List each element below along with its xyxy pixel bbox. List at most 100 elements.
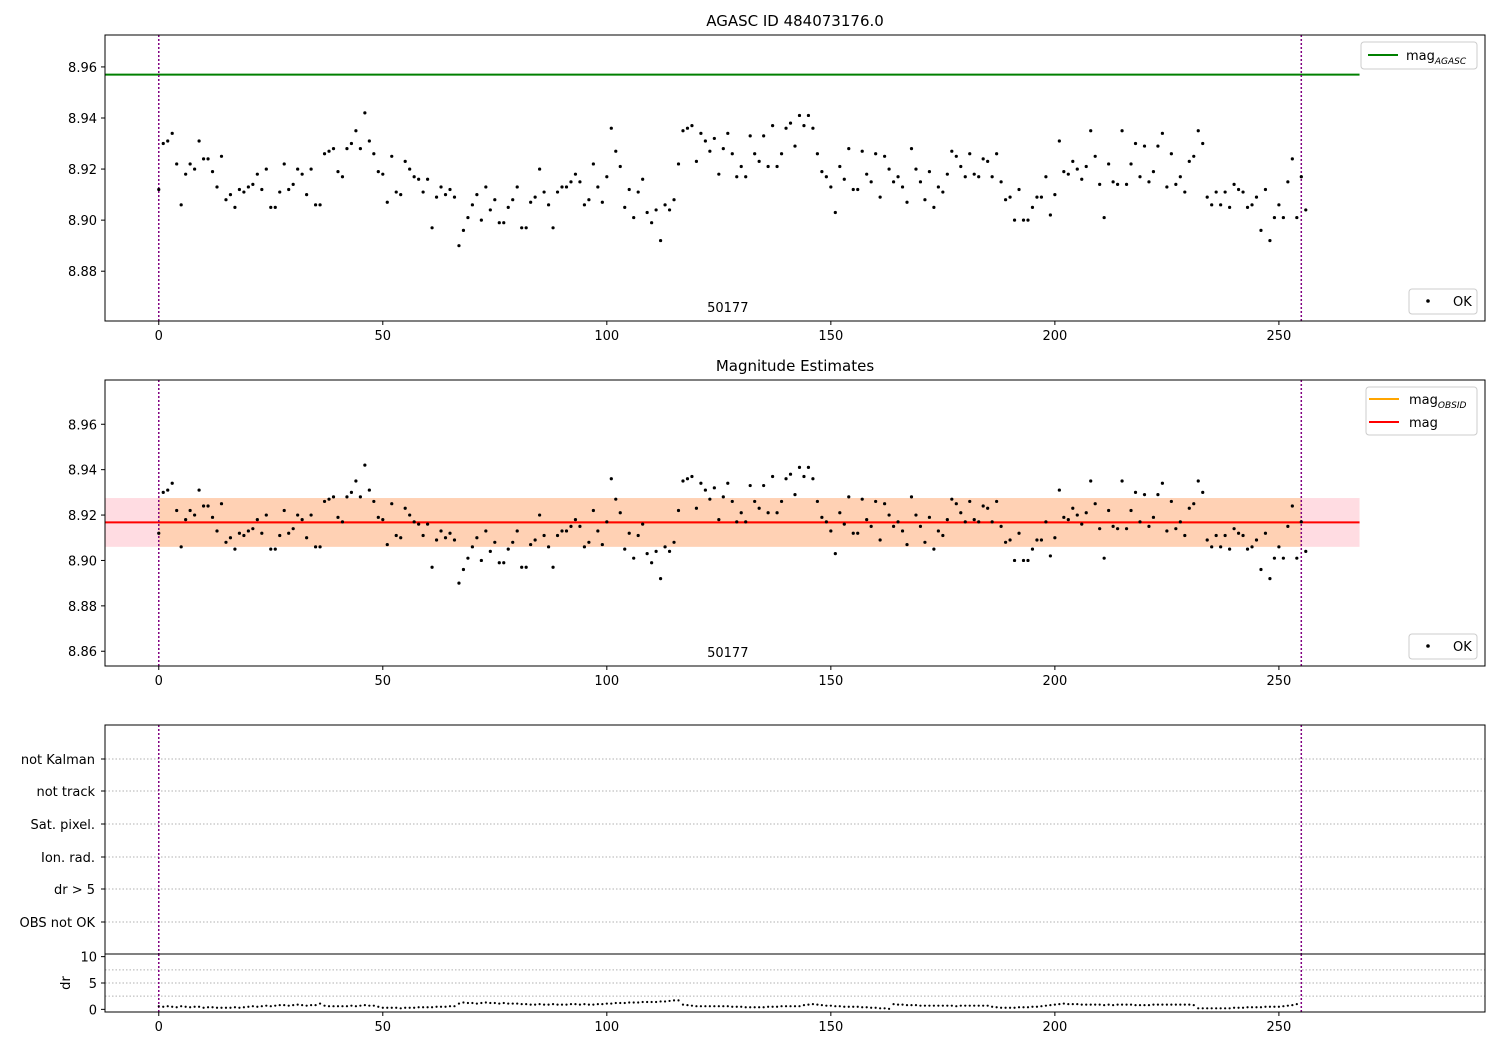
flag-label: Ion. rad. <box>41 851 95 866</box>
y-tick-label: 8.90 <box>68 214 97 229</box>
y-tick-label: 8.94 <box>68 112 97 127</box>
data-point <box>632 1001 635 1004</box>
data-point <box>1035 195 1039 199</box>
data-point <box>462 1001 465 1004</box>
x-tick-label: 50 <box>375 1020 392 1035</box>
data-point <box>753 499 757 504</box>
data-point <box>489 1001 492 1005</box>
data-point <box>609 477 613 481</box>
data-point <box>946 1004 949 1007</box>
data-point <box>757 506 761 510</box>
x-tick-label: 250 <box>1266 1020 1291 1035</box>
data-point <box>1094 1003 1097 1006</box>
data-point <box>354 479 358 483</box>
data-point <box>394 190 398 194</box>
data-point <box>283 1004 286 1007</box>
data-point <box>865 1006 868 1009</box>
data-point <box>1268 238 1272 243</box>
data-point <box>896 175 900 179</box>
data-point <box>430 226 434 230</box>
data-point <box>614 149 618 153</box>
data-point <box>856 187 860 192</box>
data-point <box>301 1004 304 1007</box>
data-point <box>1138 175 1142 179</box>
data-point <box>829 185 833 189</box>
data-point <box>457 244 461 248</box>
data-point <box>417 522 421 526</box>
data-point <box>972 517 976 522</box>
data-point <box>614 1001 617 1005</box>
data-point <box>170 481 174 485</box>
data-point <box>1044 175 1048 179</box>
data-point <box>430 565 434 569</box>
magnitude-panel: Magnitude Estimates 50177 0 50 100 150 200 25… <box>68 357 1486 689</box>
data-point <box>376 515 380 519</box>
data-point <box>1259 228 1263 232</box>
data-point <box>932 547 936 551</box>
data-point <box>529 542 533 547</box>
data-point <box>699 1005 703 1008</box>
data-point <box>1174 527 1178 531</box>
data-point <box>1282 1005 1285 1008</box>
data-point <box>1286 1004 1289 1007</box>
data-point <box>986 1004 989 1007</box>
data-point <box>228 536 233 540</box>
data-point <box>206 1006 210 1009</box>
data-point <box>672 198 676 202</box>
data-point <box>681 1003 685 1006</box>
data-point <box>1102 215 1106 220</box>
data-point <box>663 1000 667 1003</box>
data-point <box>170 131 174 135</box>
data-point <box>296 167 300 171</box>
y-tick-label: 0 <box>89 1003 97 1018</box>
data-point <box>524 565 528 569</box>
data-point <box>596 529 600 533</box>
data-point <box>480 1001 483 1005</box>
data-point <box>918 524 923 529</box>
data-point <box>762 134 766 138</box>
data-point <box>1098 182 1102 186</box>
data-point <box>838 511 842 515</box>
data-point <box>605 175 609 179</box>
data-point <box>753 152 757 156</box>
data-point <box>1035 538 1039 542</box>
data-point <box>497 221 501 225</box>
data-point <box>797 465 802 469</box>
y-tick-label: 8.96 <box>68 61 97 76</box>
data-point <box>788 121 793 125</box>
data-point <box>770 474 775 479</box>
data-point <box>758 1006 761 1009</box>
data-point <box>1151 515 1156 519</box>
data-point <box>555 533 560 538</box>
data-point <box>193 513 197 517</box>
data-point <box>909 495 914 499</box>
data-point <box>856 1005 859 1008</box>
data-point <box>860 149 864 153</box>
data-point <box>1277 203 1281 207</box>
data-point <box>865 517 869 522</box>
data-point <box>672 999 676 1002</box>
data-point <box>793 1005 797 1008</box>
legend-label: OK <box>1453 295 1472 310</box>
x-tick-label: 50 <box>375 674 392 689</box>
data-point <box>982 1004 985 1007</box>
data-point <box>1179 1003 1182 1006</box>
data-point <box>641 522 645 526</box>
data-point <box>1169 152 1173 156</box>
data-point <box>950 1004 953 1007</box>
data-point <box>336 170 340 174</box>
data-point <box>820 515 824 519</box>
data-point <box>341 1005 344 1008</box>
data-point <box>1044 520 1048 524</box>
data-point <box>551 565 555 569</box>
data-point <box>1035 1005 1039 1008</box>
data-point <box>591 508 595 513</box>
y-tick-label: 10 <box>80 951 97 966</box>
data-point <box>968 499 972 504</box>
data-point <box>453 1005 456 1008</box>
data-point <box>936 185 940 189</box>
data-point <box>1040 1005 1043 1008</box>
data-point <box>1232 182 1236 186</box>
data-point <box>466 556 470 560</box>
data-point <box>721 495 725 499</box>
